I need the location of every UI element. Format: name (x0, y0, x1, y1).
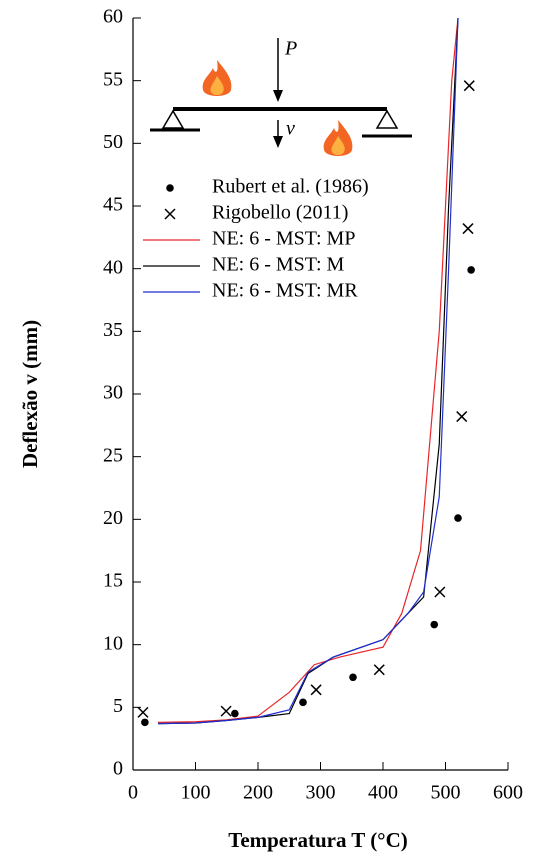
x-axis-label: Temperatura T (°C) (228, 828, 408, 852)
series-line (157, 18, 459, 723)
x-tick-label: 100 (181, 782, 211, 804)
x-tick-label: 300 (306, 782, 336, 804)
arrow-head (273, 90, 283, 102)
x-tick-label: 0 (128, 782, 138, 804)
y-tick-label: 30 (103, 382, 123, 404)
y-tick-label: 40 (103, 256, 123, 278)
y-tick-label: 60 (103, 6, 123, 28)
series-line (157, 18, 459, 725)
support (375, 109, 399, 129)
y-tick-label: 35 (103, 319, 123, 341)
annotation: P (284, 38, 297, 60)
x-tick-label: 400 (368, 782, 398, 804)
y-tick-label: 55 (103, 68, 123, 90)
y-tick-label: 5 (113, 695, 123, 717)
fire-icon (202, 60, 232, 96)
legend-label: Rubert et al. (1986) (212, 176, 369, 198)
annotation: v (286, 118, 295, 140)
cross-marker (137, 706, 149, 718)
cross-marker (373, 664, 385, 676)
cross-marker (434, 586, 446, 598)
y-tick-label: 0 (113, 758, 123, 780)
dot-marker (166, 184, 174, 192)
x-tick-label: 500 (431, 782, 461, 804)
legend-label: NE: 6 - MST: MP (212, 228, 355, 250)
dot-marker (467, 266, 475, 274)
y-axis-label: Deflexão v (mm) (18, 320, 42, 468)
dot-marker (454, 514, 462, 522)
series-line (157, 18, 459, 725)
dot-marker (430, 620, 439, 629)
y-tick-label: 45 (103, 194, 123, 216)
cross-marker (456, 411, 468, 423)
dot-marker (231, 709, 239, 718)
x-tick-label: 200 (243, 782, 273, 804)
fire-icon (323, 120, 353, 156)
beam-diagram: P v (150, 38, 412, 156)
dot-marker (299, 698, 307, 707)
arrow-head (273, 136, 283, 148)
legend-label: NE: 6 - MST: M (212, 254, 345, 276)
legend-label: NE: 6 - MST: MR (212, 280, 358, 302)
support (161, 109, 185, 129)
y-tick-label: 10 (103, 632, 123, 654)
dot-marker (349, 673, 357, 682)
cross-marker (310, 684, 322, 696)
y-tick-label: 50 (103, 131, 123, 153)
legend-label: Rigobello (2011) (212, 202, 348, 224)
y-tick-label: 15 (103, 570, 123, 592)
cross-marker (463, 80, 475, 92)
y-tick-label: 25 (103, 444, 123, 466)
cross-marker (164, 208, 176, 220)
x-tick-label: 600 (493, 782, 523, 804)
cross-marker (220, 705, 232, 717)
dot-marker (141, 718, 149, 727)
cross-marker (462, 223, 474, 235)
y-tick-label: 20 (103, 507, 123, 529)
